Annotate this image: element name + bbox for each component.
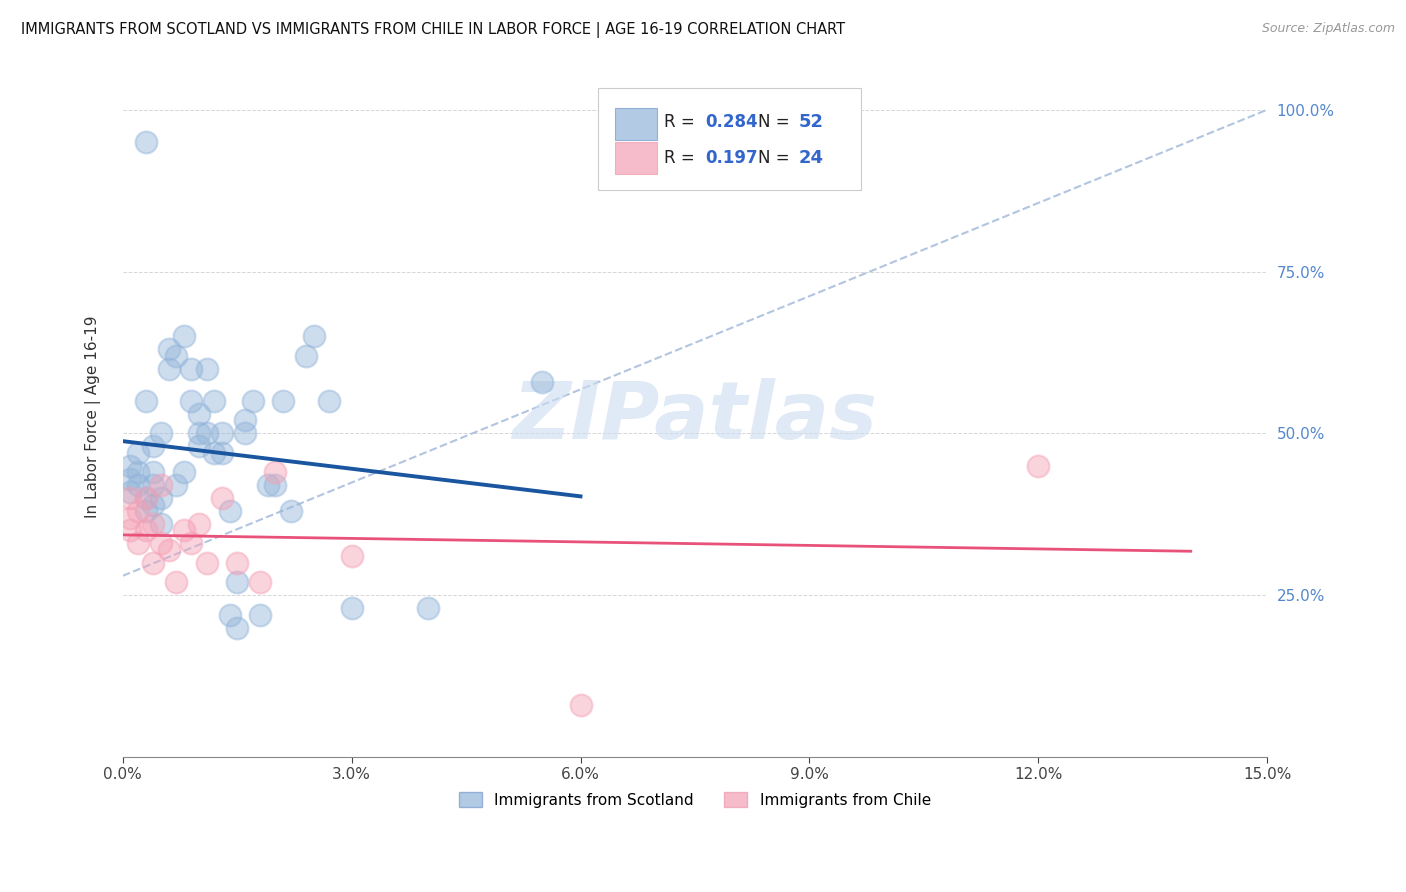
Legend: Immigrants from Scotland, Immigrants from Chile: Immigrants from Scotland, Immigrants fro… — [453, 786, 936, 814]
Point — [318, 394, 340, 409]
Point — [149, 516, 172, 531]
Point — [142, 439, 165, 453]
Point — [218, 607, 240, 622]
Point — [302, 329, 325, 343]
Point — [569, 698, 592, 713]
Point — [173, 524, 195, 538]
Point — [188, 407, 211, 421]
Point — [149, 536, 172, 550]
Point — [256, 478, 278, 492]
Y-axis label: In Labor Force | Age 16-19: In Labor Force | Age 16-19 — [86, 316, 101, 518]
Point — [180, 361, 202, 376]
Point — [211, 446, 233, 460]
Point — [264, 465, 287, 479]
Point — [157, 542, 180, 557]
Point — [149, 491, 172, 505]
Point — [295, 349, 318, 363]
Point — [180, 394, 202, 409]
Point — [120, 458, 142, 473]
Point — [135, 504, 157, 518]
Point — [157, 343, 180, 357]
Point — [135, 491, 157, 505]
Point — [340, 549, 363, 564]
Point — [157, 361, 180, 376]
Point — [120, 491, 142, 505]
Point — [242, 394, 264, 409]
Point — [249, 575, 271, 590]
Point — [340, 601, 363, 615]
Point — [1026, 458, 1049, 473]
Point — [188, 426, 211, 441]
Point — [264, 478, 287, 492]
Point — [202, 394, 225, 409]
Point — [135, 524, 157, 538]
Point — [211, 491, 233, 505]
Text: 52: 52 — [799, 112, 824, 130]
Point — [188, 439, 211, 453]
Text: Source: ZipAtlas.com: Source: ZipAtlas.com — [1261, 22, 1395, 36]
Text: 0.284: 0.284 — [706, 112, 758, 130]
Point — [188, 516, 211, 531]
Point — [127, 465, 149, 479]
Point — [195, 426, 218, 441]
Point — [165, 478, 187, 492]
Point — [120, 510, 142, 524]
Point — [127, 446, 149, 460]
Text: IMMIGRANTS FROM SCOTLAND VS IMMIGRANTS FROM CHILE IN LABOR FORCE | AGE 16-19 COR: IMMIGRANTS FROM SCOTLAND VS IMMIGRANTS F… — [21, 22, 845, 38]
Point — [226, 556, 249, 570]
Point — [135, 394, 157, 409]
Point — [142, 478, 165, 492]
Point — [416, 601, 439, 615]
Point — [142, 516, 165, 531]
Text: N =: N = — [758, 112, 794, 130]
Text: R =: R = — [664, 149, 706, 167]
Text: ZIPatlas: ZIPatlas — [512, 378, 877, 456]
Point — [120, 484, 142, 499]
Point — [120, 524, 142, 538]
Point — [233, 413, 256, 427]
Point — [142, 498, 165, 512]
Point — [173, 465, 195, 479]
Point — [195, 556, 218, 570]
Point — [165, 575, 187, 590]
Point — [127, 504, 149, 518]
Point — [271, 394, 294, 409]
Point — [165, 349, 187, 363]
FancyBboxPatch shape — [598, 87, 860, 190]
Point — [149, 478, 172, 492]
Point — [135, 135, 157, 149]
Point — [249, 607, 271, 622]
FancyBboxPatch shape — [614, 142, 657, 174]
Point — [135, 491, 157, 505]
Point — [173, 329, 195, 343]
Point — [211, 426, 233, 441]
Point — [202, 446, 225, 460]
Point — [127, 536, 149, 550]
Text: 0.197: 0.197 — [706, 149, 758, 167]
Point — [226, 620, 249, 634]
Point — [226, 575, 249, 590]
Point — [127, 478, 149, 492]
Point — [218, 504, 240, 518]
Text: R =: R = — [664, 112, 700, 130]
Text: 24: 24 — [799, 149, 824, 167]
Point — [120, 472, 142, 486]
Point — [142, 556, 165, 570]
Point — [280, 504, 302, 518]
Point — [195, 361, 218, 376]
Point — [531, 375, 554, 389]
FancyBboxPatch shape — [614, 108, 657, 140]
Text: N =: N = — [758, 149, 794, 167]
Point — [149, 426, 172, 441]
Point — [180, 536, 202, 550]
Point — [233, 426, 256, 441]
Point — [142, 465, 165, 479]
